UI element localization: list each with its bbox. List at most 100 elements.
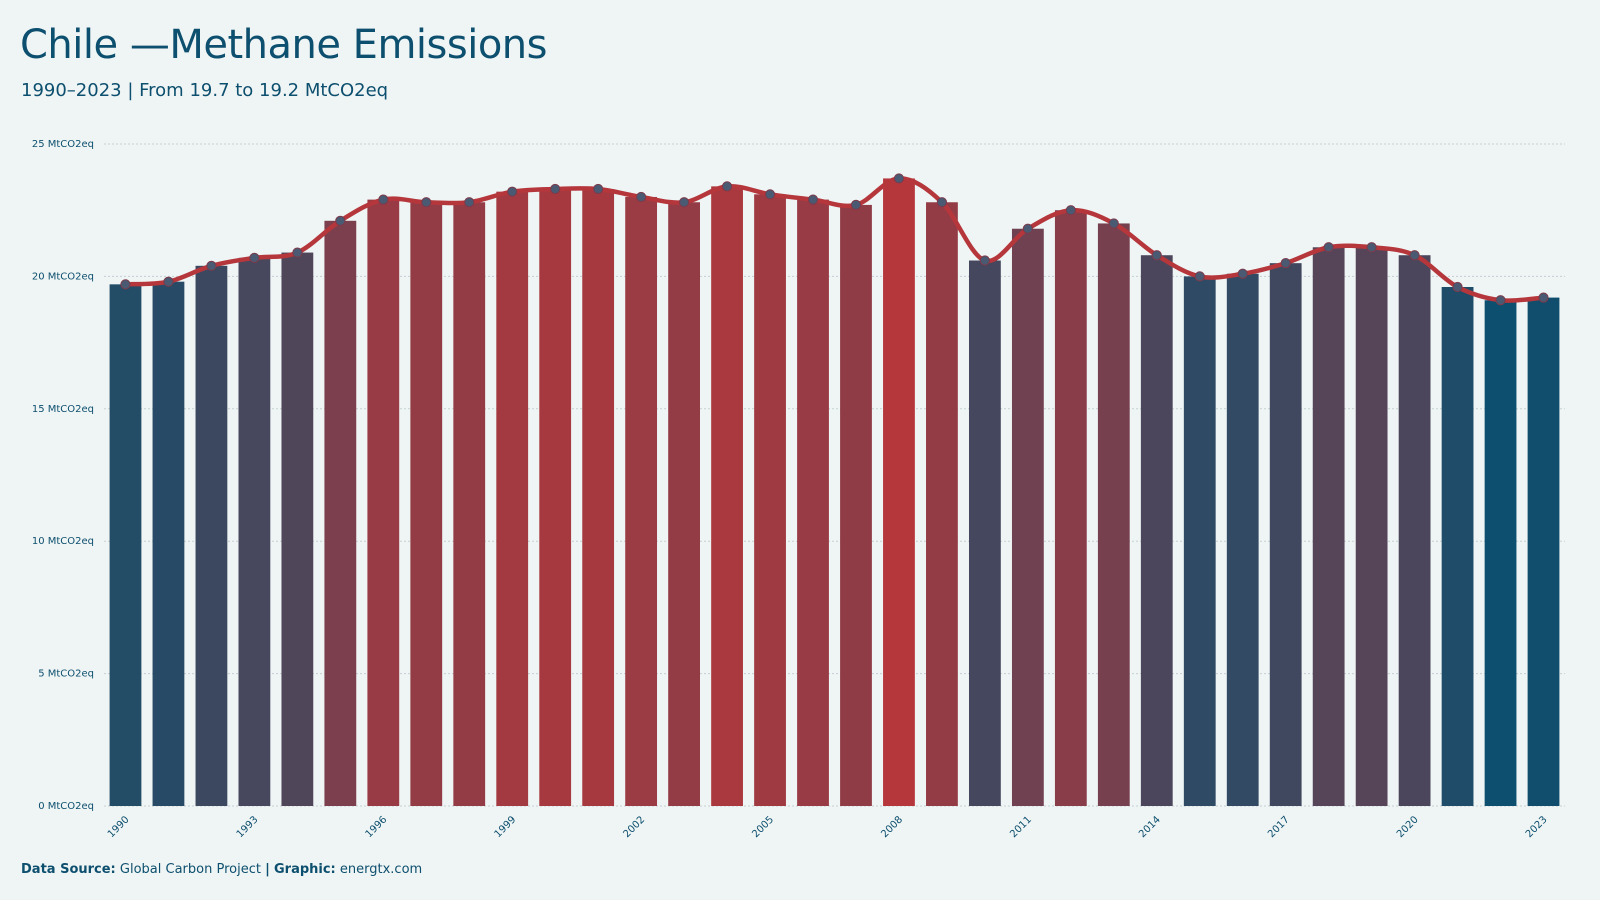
- point-2015: [1194, 271, 1205, 282]
- point-2003: [679, 197, 690, 208]
- point-2005: [764, 189, 776, 200]
- point-1994: [292, 247, 303, 258]
- point-2006: [807, 194, 819, 205]
- bar-2017: [1269, 263, 1302, 806]
- point-2021: [1452, 281, 1463, 293]
- point-2004: [721, 181, 733, 192]
- chart-subtitle: 1990–2023 | From 19.7 to 19.2 MtCO2eq: [21, 80, 389, 101]
- bar-1998: [453, 202, 486, 807]
- point-2017: [1280, 258, 1291, 269]
- bar-2009: [926, 202, 958, 807]
- x-tick-label: 2017: [1266, 814, 1292, 840]
- bar-1995: [324, 220, 357, 807]
- y-axis-ticks: 0 MtCO2eq 5 MtCO2eq 10 MtCO2eq 15 MtCO2eq 20…: [32, 139, 94, 812]
- point-2000: [550, 183, 561, 195]
- data-source-value: Global Carbon Project: [119, 862, 261, 877]
- point-1991: [163, 276, 174, 287]
- point-1993: [249, 252, 260, 263]
- footer-credits: Data Source: Global Carbon Project | Gra…: [21, 862, 422, 877]
- point-1990: [120, 279, 131, 290]
- x-tick-label: 2002: [621, 814, 647, 840]
- x-tick-label: 1999: [493, 814, 519, 840]
- bar-1992: [195, 265, 228, 807]
- y-tick-label: 20 MtCO2eq: [32, 271, 94, 282]
- bar-2011: [1011, 228, 1044, 807]
- y-tick-label: 5 MtCO2eq: [38, 669, 94, 680]
- point-2018: [1323, 242, 1334, 253]
- x-tick-label: 1993: [235, 814, 261, 840]
- bar-2016: [1226, 273, 1259, 806]
- bar-2001: [582, 189, 615, 807]
- bars: [109, 178, 1560, 807]
- y-tick-label: 10 MtCO2eq: [32, 536, 94, 547]
- x-tick-label: 1990: [106, 814, 132, 840]
- bar-1999: [496, 191, 529, 806]
- bar-2000: [539, 189, 572, 807]
- point-2019: [1366, 242, 1377, 253]
- x-axis-ticks: 1990 1993 1996 1999 2002 2005 2008 2011 2014 2017…: [106, 814, 1550, 840]
- bar-2014: [1140, 255, 1173, 806]
- x-tick-label: 2014: [1137, 814, 1163, 840]
- data-source-label: Data Source:: [21, 862, 116, 877]
- bar-2003: [668, 202, 701, 807]
- point-2016: [1237, 268, 1248, 279]
- point-1996: [378, 194, 389, 205]
- point-1999: [507, 186, 518, 197]
- bar-2020: [1398, 255, 1431, 806]
- bar-2002: [625, 196, 658, 806]
- grid-lines: [104, 143, 1565, 807]
- x-tick-label: 1996: [364, 814, 390, 840]
- point-2020: [1409, 250, 1420, 261]
- bar-2005: [754, 194, 786, 806]
- point-2008: [893, 173, 905, 184]
- bar-1996: [367, 199, 400, 806]
- point-2023: [1538, 292, 1549, 303]
- bar-1990: [109, 284, 142, 806]
- bar-1997: [410, 202, 443, 807]
- y-tick-label: 0 MtCO2eq: [38, 801, 94, 812]
- point-2001: [593, 183, 604, 195]
- graphic-value: energtx.com: [339, 862, 423, 877]
- point-2011: [1022, 223, 1033, 234]
- trend-line: [123, 176, 1546, 303]
- trend-points: [120, 173, 1549, 306]
- point-2010: [979, 255, 990, 266]
- point-2009: [936, 197, 948, 208]
- y-tick-label: 15 MtCO2eq: [32, 404, 94, 415]
- bar-1991: [152, 281, 185, 806]
- point-2007: [850, 199, 862, 211]
- x-tick-label: 2005: [750, 814, 776, 840]
- bar-2008: [883, 178, 915, 806]
- bar-1993: [238, 257, 271, 806]
- bar-2007: [840, 204, 872, 807]
- bar-2022: [1484, 300, 1517, 806]
- point-2022: [1495, 295, 1506, 306]
- x-tick-label: 2011: [1008, 814, 1034, 840]
- bar-2004: [711, 186, 743, 807]
- bar-2021: [1441, 286, 1474, 806]
- graphic-label: Graphic:: [273, 862, 336, 877]
- point-2002: [636, 191, 647, 203]
- bar-2013: [1097, 223, 1130, 806]
- bar-2019: [1355, 247, 1388, 807]
- point-1997: [421, 197, 432, 208]
- x-tick-label: 2020: [1395, 814, 1421, 840]
- bar-2023: [1527, 297, 1560, 806]
- point-1995: [335, 215, 346, 226]
- point-2014: [1151, 250, 1162, 261]
- bar-2010: [968, 260, 1001, 807]
- point-2013: [1108, 218, 1119, 229]
- bar-1994: [281, 252, 314, 806]
- bar-2006: [797, 199, 829, 806]
- bar-2012: [1054, 210, 1087, 806]
- bar-2018: [1312, 247, 1345, 807]
- point-1998: [464, 197, 475, 208]
- x-tick-label: 2008: [879, 814, 905, 840]
- bar-2015: [1183, 276, 1216, 806]
- footer-separator: |: [265, 862, 270, 877]
- y-tick-label: 25 MtCO2eq: [32, 139, 94, 150]
- point-1992: [206, 260, 217, 271]
- chart-title: Chile —Methane Emissions: [20, 22, 547, 68]
- point-2012: [1065, 205, 1076, 216]
